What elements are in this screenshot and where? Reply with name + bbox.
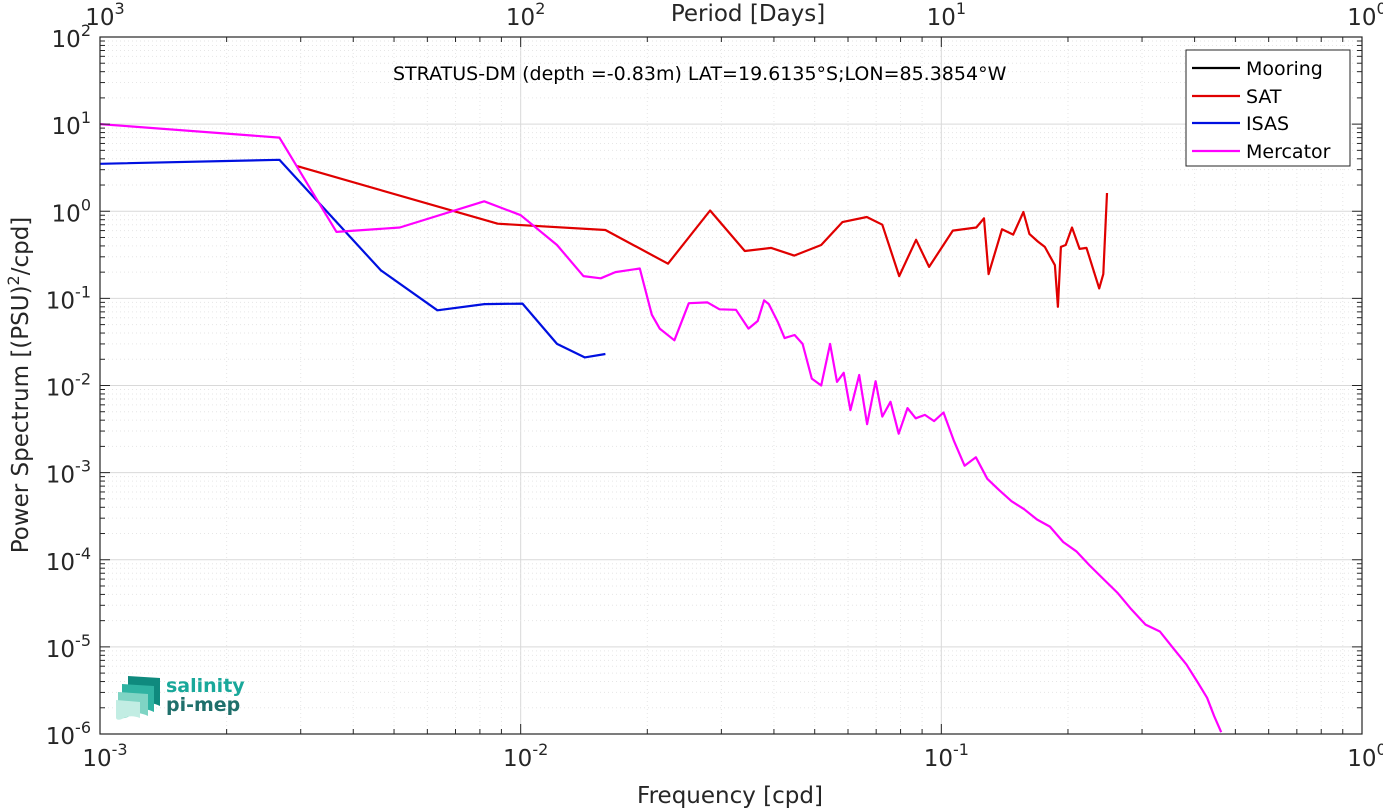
y-tick-label-exp: 1	[81, 108, 91, 127]
x-tick-label-exp: -3	[112, 740, 128, 759]
x-tick-label-exp: 0	[1377, 740, 1383, 759]
series-line-sat	[296, 165, 1109, 308]
top-axis-label: Period [Days]	[671, 1, 825, 27]
y-tick-label: 100	[52, 195, 91, 227]
top-tick-label-base: 10	[927, 5, 956, 31]
logo-text-pimep: pi-mep	[166, 694, 240, 716]
x-axis-label: Frequency [cpd]	[637, 783, 823, 809]
y-axis-label-main: Power Spectrum [(PSU)	[8, 285, 34, 553]
salinity-pimep-logo: salinity pi-mep	[116, 675, 245, 720]
grid-lines	[99, 37, 1362, 735]
y-axis-label-tail: /cpd]	[8, 217, 34, 276]
legend-label-sat: SAT	[1246, 86, 1282, 108]
logo-wave-shape	[116, 700, 140, 720]
x-tick-label: 100	[1347, 740, 1383, 772]
x-tick-label-base: 10	[1347, 746, 1376, 772]
y-tick-label-exp: -3	[75, 457, 91, 476]
y-tick-label-base: 10	[46, 376, 75, 402]
y-tick-label: 10-6	[46, 718, 91, 750]
y-tick-label-exp: 0	[81, 195, 91, 214]
x-tick-label-base: 10	[503, 746, 532, 772]
y-tick-label: 102	[52, 21, 91, 53]
y-tick-label-base: 10	[52, 201, 81, 227]
y-tick-label-base: 10	[46, 463, 75, 489]
wave-logo-icon	[116, 676, 160, 720]
top-tick-label: 101	[927, 0, 966, 31]
logo-text-salinity: salinity	[166, 675, 245, 697]
top-tick-label: 100	[1347, 0, 1383, 31]
y-tick-label-exp: -1	[75, 282, 91, 301]
y-tick-label-exp: 2	[81, 21, 91, 40]
chart-title: STRATUS-DM (depth =-0.83m) LAT=19.6135°S…	[393, 63, 1007, 85]
series-line-mercator	[99, 123, 1223, 733]
top-tick-label-exp: 0	[1377, 0, 1383, 18]
x-tick-label-base: 10	[82, 746, 111, 772]
top-tick-label-exp: 3	[115, 0, 125, 18]
y-tick-label-exp: -4	[75, 544, 91, 563]
top-tick-label-exp: 2	[535, 0, 545, 18]
top-tick-label: 102	[506, 0, 545, 31]
y-tick-label-base: 10	[46, 724, 75, 750]
y-tick-label: 10-4	[46, 544, 91, 576]
y-tick-label-exp: -2	[75, 370, 91, 389]
tick-marks	[100, 37, 1362, 734]
y-tick-label: 10-1	[46, 282, 91, 314]
legend-box	[1185, 49, 1351, 167]
top-tick-label-base: 10	[1347, 5, 1376, 31]
y-axis-label-sup: 2	[4, 275, 23, 285]
top-tick-label-base: 10	[506, 5, 535, 31]
legend-label-mercator: Mercator	[1246, 141, 1331, 163]
x-tick-label-base: 10	[924, 746, 953, 772]
legend-label-mooring: Mooring	[1246, 58, 1323, 80]
y-tick-label: 10-5	[46, 631, 91, 663]
series-line-isas	[99, 158, 606, 359]
legend-label-isas: ISAS	[1246, 113, 1289, 135]
y-tick-label: 10-3	[46, 457, 91, 489]
y-tick-label-base: 10	[52, 114, 81, 140]
series-layer	[99, 123, 1223, 733]
y-tick-label-base: 10	[52, 27, 81, 53]
x-tick-label-exp: -1	[953, 740, 969, 759]
top-tick-label: 103	[85, 0, 124, 31]
x-tick-label: 10-2	[503, 740, 548, 772]
x-tick-label-exp: -2	[532, 740, 548, 759]
legend: Mooring SAT ISAS Mercator	[1185, 49, 1351, 167]
y-tick-label-base: 10	[46, 288, 75, 314]
x-tick-label: 10-1	[924, 740, 969, 772]
top-tick-label-exp: 1	[956, 0, 966, 18]
y-tick-label: 10-2	[46, 370, 91, 402]
top-tick-label-base: 10	[85, 5, 114, 31]
y-tick-label-base: 10	[46, 550, 75, 576]
y-tick-label-exp: -5	[75, 631, 91, 650]
y-tick-label: 101	[52, 108, 91, 140]
y-tick-label-base: 10	[46, 637, 75, 663]
x-tick-label: 10-3	[82, 740, 127, 772]
y-tick-label-exp: -6	[75, 718, 91, 737]
y-axis-label: Power Spectrum [(PSU)2/cpd]	[4, 217, 34, 554]
